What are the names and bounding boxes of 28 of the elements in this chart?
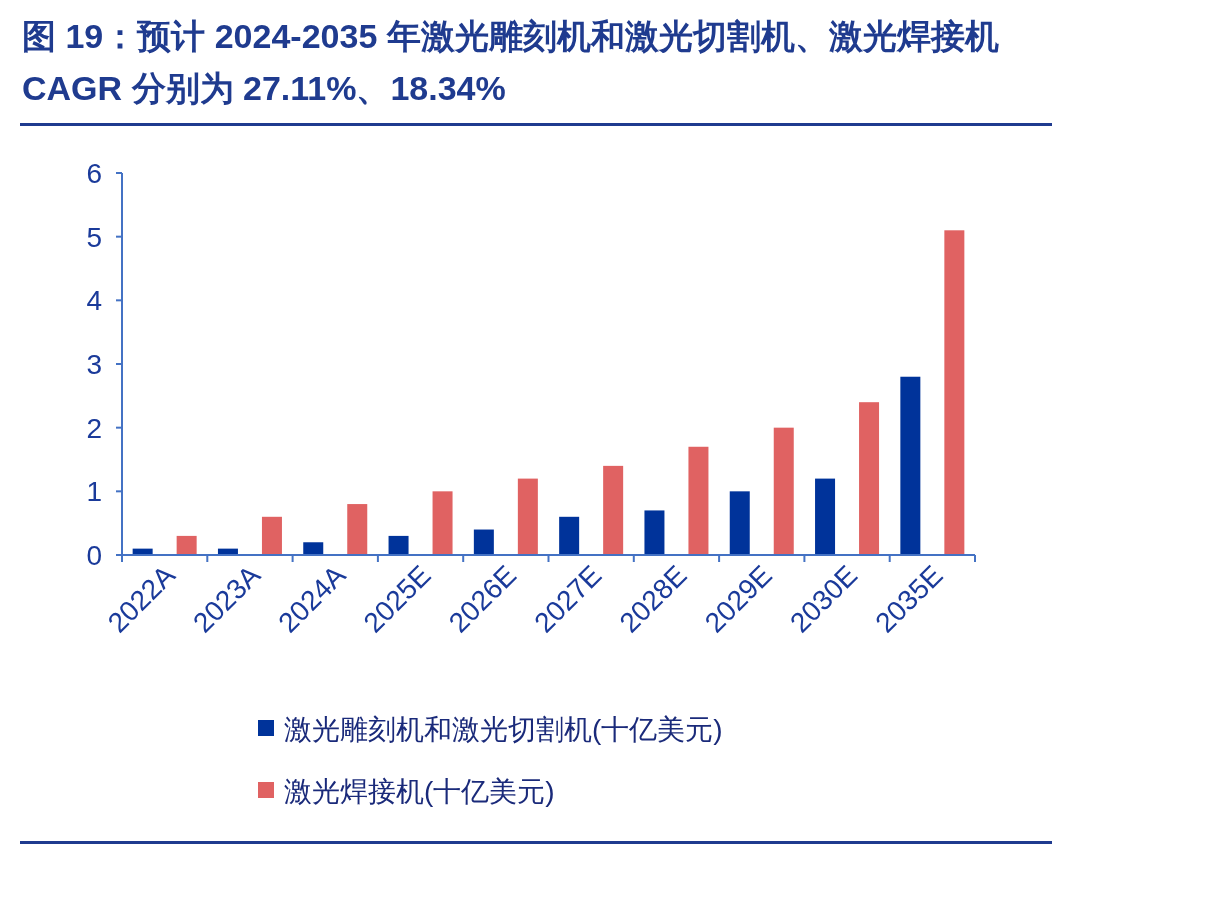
bar: [603, 465, 624, 555]
legend-label: 激光雕刻机和激光切割机(十亿美元): [284, 714, 723, 745]
y-tick-label: 2: [86, 412, 102, 444]
bar: [559, 516, 580, 555]
bar: [859, 402, 880, 555]
y-tick-label: 0: [86, 540, 102, 571]
chart-title: 图 19：预计 2024-2035 年激光雕刻机和激光切割机、激光焊接机 CAGR 分别为 27.11%、18.34%: [22, 16, 1000, 109]
bar: [773, 427, 794, 555]
bar: [388, 535, 409, 555]
y-tick-label: 5: [86, 221, 102, 253]
y-tick-label: 1: [86, 476, 102, 508]
bar: [473, 529, 494, 555]
bar: [644, 510, 665, 555]
bar: [815, 478, 836, 555]
legend-label: 激光焊接机(十亿美元): [284, 776, 555, 807]
bar: [900, 376, 921, 555]
y-tick-label: 6: [86, 158, 102, 189]
bar: [176, 535, 197, 555]
y-tick-label: 3: [86, 349, 102, 380]
bar: [347, 504, 368, 555]
bar: [944, 230, 965, 555]
bar: [261, 516, 282, 555]
bar: [303, 542, 324, 555]
y-tick-label: 4: [86, 285, 102, 317]
bar: [729, 491, 750, 555]
bar: [517, 478, 538, 555]
bar: [432, 491, 453, 555]
bar: [688, 446, 709, 555]
